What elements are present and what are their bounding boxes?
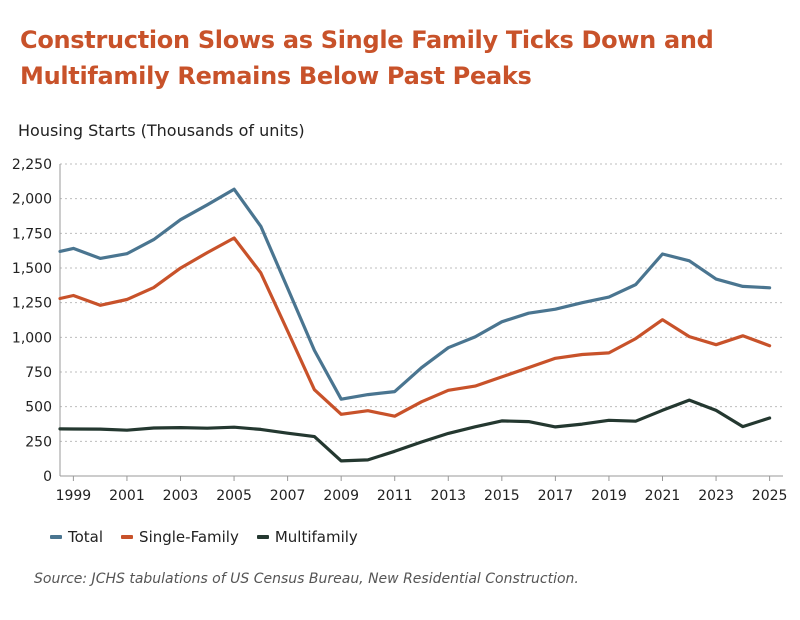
chart-title: Construction Slows as Single Family Tick… [20, 26, 714, 90]
series-lines [58, 187, 772, 463]
x-tick-label: 2013 [430, 488, 466, 504]
x-tick-labels: 1999 2001 2003 2005 2007 2009 2011 2013 2015 2017… [56, 488, 788, 504]
gridlines [59, 163, 783, 481]
x-tick-label: 2009 [323, 488, 359, 504]
y-tick-label: 1,500 [12, 261, 52, 277]
legend-label-multifamily: Multifamily [274, 528, 358, 546]
y-tick-label: 1,000 [12, 330, 52, 346]
y-tick-label: 2,000 [12, 192, 52, 208]
legend-item-multifamily: Multifamily [256, 528, 358, 546]
x-tick-label: 2017 [538, 488, 574, 504]
x-tick-label: 2023 [698, 488, 734, 504]
y-tick-label: 1,750 [12, 226, 52, 242]
x-tick-label: 2005 [216, 488, 252, 504]
y-tick-label: 500 [25, 400, 52, 416]
x-tick-label: 2003 [163, 488, 199, 504]
x-tick-label: 1999 [56, 488, 92, 504]
series-line-multifamily [58, 398, 772, 463]
legend-label-total: Total [68, 528, 104, 546]
x-tick-label: 2001 [109, 488, 145, 504]
legend-item-total: Total [50, 528, 103, 546]
x-tick-label: 2015 [484, 488, 520, 504]
legend-label-single-family: Single-Family [139, 528, 239, 546]
legend: Total Single-Family Multifamily [50, 528, 358, 546]
legend-item-single-family: Single-Family [121, 528, 239, 546]
series-line-total [58, 187, 772, 401]
y-axis-label: Housing Starts (Thousands of units) [18, 121, 305, 140]
x-tick-label: 2019 [591, 488, 627, 504]
y-tick-label: 2,250 [12, 157, 52, 173]
legend-swatch-single-family [121, 535, 134, 539]
x-tick-label: 2021 [645, 488, 681, 504]
series-line-single-family [58, 236, 772, 418]
x-tick-label: 2011 [377, 488, 413, 504]
y-tick-label: 0 [43, 469, 52, 485]
line-chart: 0 250 500 750 1,000 1,250 1,500 1,750 2,000 2,250… [12, 157, 788, 504]
y-tick-label: 250 [25, 434, 52, 450]
legend-swatch-multifamily [256, 535, 269, 539]
source-note: Source: JCHS tabulations of US Census Bu… [34, 571, 579, 587]
x-tick-label: 2007 [270, 488, 306, 504]
y-tick-labels: 0 250 500 750 1,000 1,250 1,500 1,750 2,000 2,250 [12, 157, 52, 485]
y-tick-label: 750 [25, 365, 52, 381]
y-tick-label: 1,250 [12, 296, 52, 312]
legend-swatch-total [50, 535, 62, 539]
x-tick-label: 2025 [752, 488, 788, 504]
